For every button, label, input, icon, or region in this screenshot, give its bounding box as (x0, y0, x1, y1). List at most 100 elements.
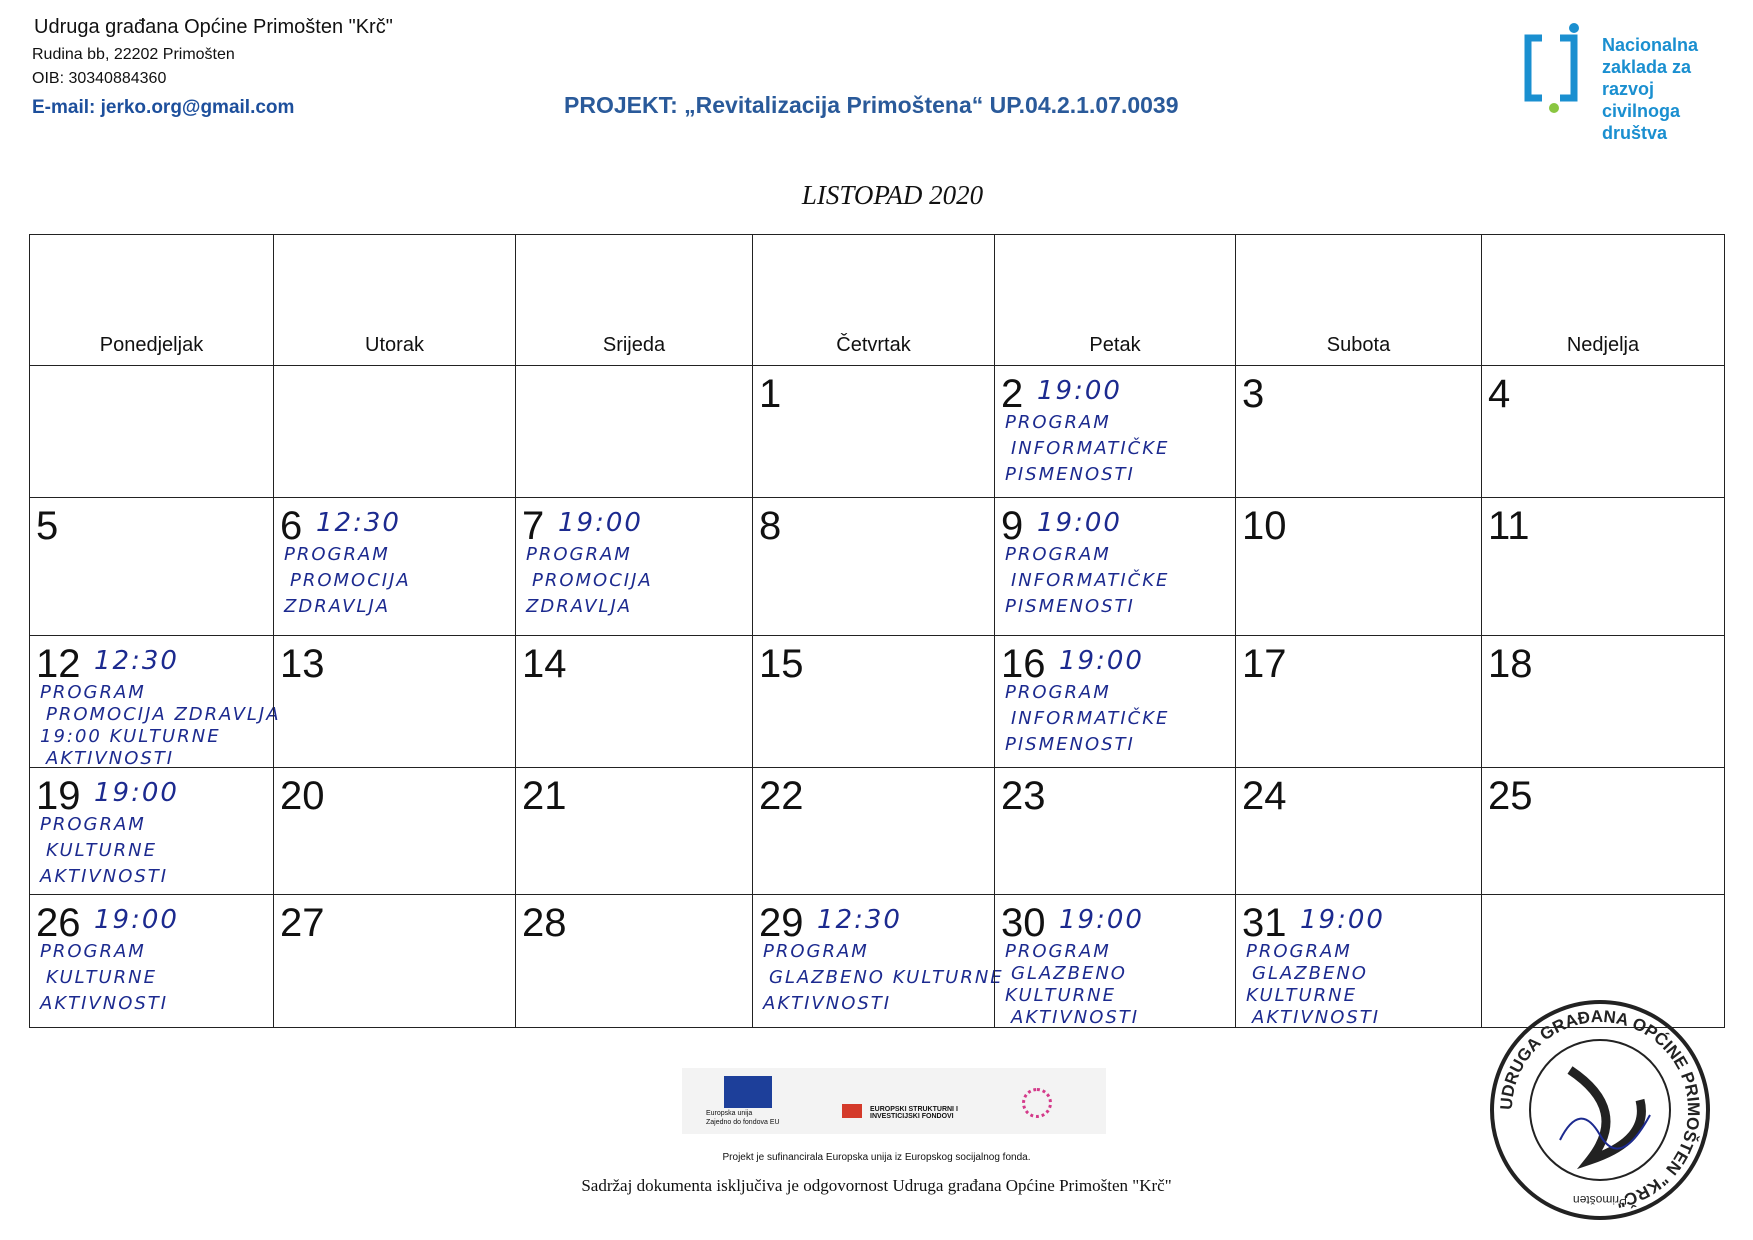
event-time: 12:30 (316, 508, 401, 538)
event-note: KULTURNE (46, 967, 157, 988)
event-note: AKTIVNOSTI (1252, 1007, 1381, 1028)
weekday-cell: Utorak (273, 234, 516, 366)
day-cell: 5 (29, 497, 274, 636)
day-cell: 3 (1235, 365, 1482, 498)
event-note: AKTIVNOSTI (46, 748, 175, 769)
day-number: 5 (36, 504, 59, 548)
day-number: 4 (1488, 372, 1511, 416)
day-number: 1 (759, 372, 782, 416)
day-cell: 29 12:30 PROGRAM GLAZBENO KULTURNE AKTIVNOST… (752, 894, 1002, 1028)
day-cell: 23 (994, 767, 1236, 895)
day-number: 18 (1488, 642, 1533, 686)
day-cell: 16 19:00 PROGRAM INFORMATIČKE PISMENOSTI (994, 635, 1236, 768)
logo-mark (1524, 23, 1579, 113)
eu-label: Europska unija (706, 1110, 753, 1117)
day-number: 15 (759, 642, 804, 686)
event-note: AKTIVNOSTI (40, 993, 169, 1014)
event-note: PROGRAM (1005, 941, 1111, 962)
weekday-cell: Subota (1235, 234, 1482, 366)
cofunded-note: Projekt je sufinancirala Europska unija … (722, 1152, 1031, 1163)
day-number: 21 (522, 774, 567, 818)
day-cell (273, 365, 516, 498)
day-number: 16 (1001, 642, 1046, 686)
logo-text: Nacionalna zaklada za razvoj civilnoga društ… (1602, 34, 1698, 144)
event-note: 19:00 KULTURNE (40, 726, 221, 747)
event-note: INFORMATIČKE (1011, 438, 1170, 459)
day-cell: 6 12:30 PROGRAM PROMOCIJA ZDRAVLJA (273, 497, 516, 636)
day-number: 8 (759, 504, 782, 548)
eu-sub: Zajedno do fondova EU (706, 1119, 780, 1126)
event-note: AKTIVNOSTI (40, 866, 169, 887)
day-cell: 25 (1481, 767, 1725, 895)
event-time: 19:00 (1059, 646, 1144, 676)
event-note: ZDRAVLJA (526, 596, 633, 617)
day-cell: 11 (1481, 497, 1725, 636)
day-number: 22 (759, 774, 804, 818)
event-note: PROGRAM (1005, 412, 1111, 433)
day-cell: 17 (1235, 635, 1482, 768)
eu-flag (724, 1076, 772, 1108)
day-number: 2 (1001, 372, 1024, 416)
event-note: GLAZBENO KULTURNE (769, 967, 1004, 988)
event-note: KULTURNE (1246, 985, 1357, 1006)
day-cell: 20 (273, 767, 516, 895)
event-time: 19:00 (94, 778, 179, 808)
event-note: AKTIVNOSTI (1011, 1007, 1140, 1028)
weekday-cell: Petak (994, 234, 1236, 366)
day-cell: 18 (1481, 635, 1725, 768)
day-number: 6 (280, 504, 303, 548)
day-cell: 24 (1235, 767, 1482, 895)
event-note: PROGRAM (763, 941, 869, 962)
day-cell: 21 (515, 767, 753, 895)
event-time: 19:00 (94, 905, 179, 935)
day-cell: 10 (1235, 497, 1482, 636)
logo-line: razvoj (1602, 79, 1655, 99)
logo-line: civilnoga (1602, 101, 1681, 121)
event-note: GLAZBENO (1252, 963, 1368, 984)
oib: OIB: 30340884360 (32, 70, 167, 87)
event-note: INFORMATIČKE (1011, 708, 1170, 729)
logo-line: zaklada za (1602, 57, 1692, 77)
day-number: 12 (36, 642, 81, 686)
day-number: 25 (1488, 774, 1533, 818)
day-cell (1481, 894, 1725, 1028)
event-note: PISMENOSTI (1005, 596, 1135, 617)
day-number: 9 (1001, 504, 1024, 548)
event-note: PROMOCIJA (290, 570, 411, 591)
day-cell: 14 (515, 635, 753, 768)
project-title: PROJEKT: „Revitalizacija Primoštena“ UP.… (564, 92, 1179, 118)
weekday-label: Petak (1089, 334, 1141, 356)
day-cell (515, 365, 753, 498)
day-cell: 19 19:00 PROGRAM KULTURNE AKTIVNOSTI (29, 767, 274, 895)
day-cell: 22 (752, 767, 995, 895)
day-cell: 8 (752, 497, 995, 636)
day-number: 7 (522, 504, 545, 548)
day-number: 31 (1242, 901, 1287, 945)
day-cell: 28 (515, 894, 753, 1028)
event-note: PISMENOSTI (1005, 464, 1135, 485)
day-number: 17 (1242, 642, 1287, 686)
stamp: UDRUGA GRAĐANA OPĆINE PRIMOŠTEN "KRČ" Pr… (1490, 1000, 1710, 1220)
day-cell: 4 (1481, 365, 1725, 498)
event-note: PROGRAM (284, 544, 390, 565)
day-number: 28 (522, 901, 567, 945)
day-number: 29 (759, 901, 804, 945)
day-number: 11 (1488, 504, 1530, 548)
day-cell: 26 19:00 PROGRAM KULTURNE AKTIVNOSTI (29, 894, 274, 1028)
day-number: 19 (36, 774, 81, 818)
event-time: 12:30 (817, 905, 902, 935)
event-note: PROMOCIJA ZDRAVLJA (46, 704, 281, 725)
weekday-label: Ponedjeljak (99, 334, 204, 356)
day-number: 27 (280, 901, 325, 945)
flower-logo (1022, 1088, 1052, 1118)
email: E-mail: jerko.org@gmail.com (32, 97, 295, 118)
day-cell: 31 19:00 PROGRAM GLAZBENO KULTURNE AKTIVNOSTI (1235, 894, 1482, 1028)
disclaimer: Sadržaj dokumenta isključiva je odgovorn… (581, 1176, 1172, 1195)
day-cell: 2 19:00 PROGRAM INFORMATIČKE PISMENOSTI (994, 365, 1236, 498)
esif-label: EUROPSKI STRUKTURNI I INVESTICIJSKI FOND… (870, 1106, 958, 1120)
day-cell: 7 19:00 PROGRAM PROMOCIJA ZDRAVLJA (515, 497, 753, 636)
event-note: ZDRAVLJA (284, 596, 391, 617)
day-cell: 15 (752, 635, 995, 768)
